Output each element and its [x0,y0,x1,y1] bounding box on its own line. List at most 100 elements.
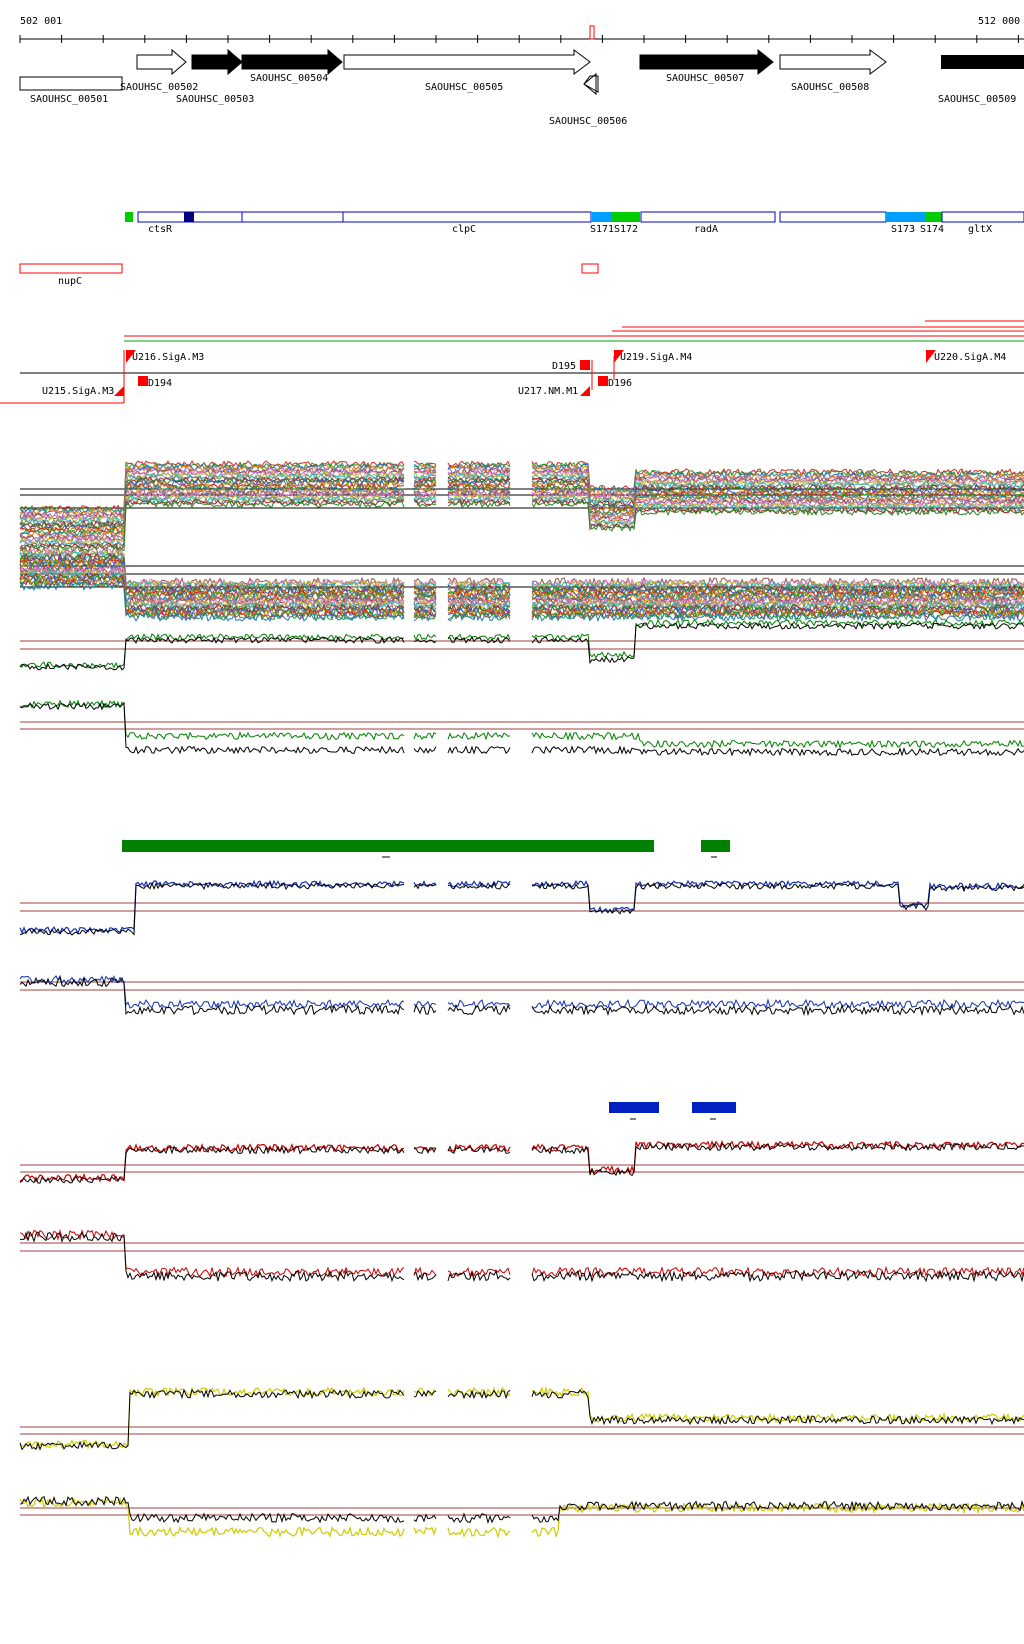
gene-label: SAOUHSC_00506 [549,116,627,127]
region-track: nupC [19,263,599,287]
gene-label: SAOUHSC_00508 [791,82,869,93]
gene-label: SAOUHSC_00509 [938,94,1016,105]
breakpoint-label: U217.NM.M1 [518,386,578,397]
expression-trace [19,489,1024,543]
expression-trace [19,469,1024,522]
expression-trace [19,479,1024,532]
expression-trace [19,581,1024,623]
expression-trace [19,499,1024,553]
expression-trace [19,701,1024,757]
expression-trace [19,548,1024,591]
segment-label: S174 [920,224,944,235]
feature-bar-green[interactable] [701,840,730,852]
expression-trace [19,699,1024,750]
gene-SAOUHSC_00506[interactable] [583,72,599,96]
gene-label: SAOUHSC_00504 [250,73,328,84]
segment-box-dark [184,212,194,222]
gene-label: SAOUHSC_00507 [666,73,744,84]
expression-trace [19,480,1024,533]
expression-trace [19,571,1024,613]
breakpoint-label: D195 [552,361,576,372]
feature-bars [122,840,736,1120]
breakpoint-flag[interactable] [126,350,136,363]
segment-label: S173 [891,224,915,235]
segment-box[interactable] [779,211,887,223]
expression-trace [19,559,1024,602]
feature-bar-green[interactable] [122,840,654,852]
gene-track: SAOUHSC_00501 SAOUHSC_00502 SAOUHSC_0050… [19,48,1024,127]
expression-trace [19,976,1024,1017]
expression-trace [19,974,1024,1010]
expression-trace [19,1228,1024,1279]
expression-trace [19,488,1024,541]
gene-label: SAOUHSC_00501 [30,94,108,105]
segment-S174[interactable] [926,212,942,222]
expression-trace [19,1497,1024,1539]
ruler-marker [589,25,595,40]
breakpoint-label: U220.SigA.M4 [934,352,1006,363]
segment-box[interactable] [241,211,344,223]
gene-SAOUHSC_00503[interactable] [191,48,243,76]
segment-radA[interactable] [640,211,776,223]
segment-label: ctsR [148,224,173,235]
segment-box-green[interactable] [125,212,133,222]
breakpoint-label: U215.SigA.M3 [42,386,114,397]
expression-trace [19,485,1024,538]
gene-SAOUHSC_00501[interactable] [19,76,123,91]
expression-trace [19,579,1024,622]
segment-label: radA [694,224,718,235]
expression-trace [19,1385,1024,1450]
expression-trace [19,881,1024,936]
expression-trace [19,466,1024,518]
expression-trace [19,498,1024,551]
breakpoint-flag[interactable] [926,350,936,363]
expression-trace [19,464,1024,517]
segment-gltX[interactable] [941,211,1024,223]
breakpoint-track: U216.SigA.M3 U215.SigA.M3 D194 D195 U217… [0,320,1024,404]
region-box[interactable] [581,263,599,274]
ruler-ticks [19,35,1019,43]
expression-trace [19,1142,1024,1184]
breakpoint-flag[interactable] [114,386,124,396]
gene-label: SAOUHSC_00502 [120,82,198,93]
expression-trace [19,552,1024,595]
segment-label: S171 [590,224,614,235]
segment-S171[interactable] [592,212,612,222]
segment-label: gltX [968,224,992,235]
expression-trace [19,618,1024,669]
breakpoint-flag[interactable] [580,386,590,396]
feature-bar-blue[interactable] [609,1102,659,1113]
gene-SAOUHSC_00505[interactable] [343,49,591,75]
expression-trace [19,558,1024,601]
expression-trace [20,1230,1024,1283]
expression-tracks [19,460,1024,1539]
breakpoint-label: D196 [608,378,632,389]
expression-trace [20,482,1024,535]
expression-trace [19,563,1024,606]
breakpoint-box[interactable] [598,376,608,386]
segment-S172[interactable] [612,212,640,222]
segment-clpC[interactable] [342,211,592,223]
breakpoint-label: U219.SigA.M4 [620,352,692,363]
gene-SAOUHSC_00504[interactable] [241,48,343,76]
segment-track: ctsR clpC S171 S172 radA S173 S174 gltX [125,211,1024,235]
expression-trace [19,461,1024,514]
breakpoint-box[interactable] [580,360,590,370]
breakpoint-label: U216.SigA.M3 [132,352,204,363]
breakpoint-box[interactable] [138,376,148,386]
gene-SAOUHSC_00508[interactable] [779,49,887,75]
ruler-start-label: 502 001 [20,16,62,27]
gene-SAOUHSC_00509[interactable] [941,55,1024,69]
segment-S173[interactable] [886,212,926,222]
region-nupC[interactable] [19,263,123,274]
gene-SAOUHSC_00507[interactable] [639,48,774,76]
gene-SAOUHSC_00502[interactable] [136,48,187,76]
breakpoint-flag[interactable] [614,350,624,363]
coordinate-ruler: 502 001 512 000 [19,16,1024,43]
expression-trace [19,551,1024,594]
feature-bar-blue[interactable] [692,1102,736,1113]
expression-trace [19,1495,1024,1525]
expression-trace [19,566,1024,609]
gene-label: SAOUHSC_00503 [176,94,254,105]
